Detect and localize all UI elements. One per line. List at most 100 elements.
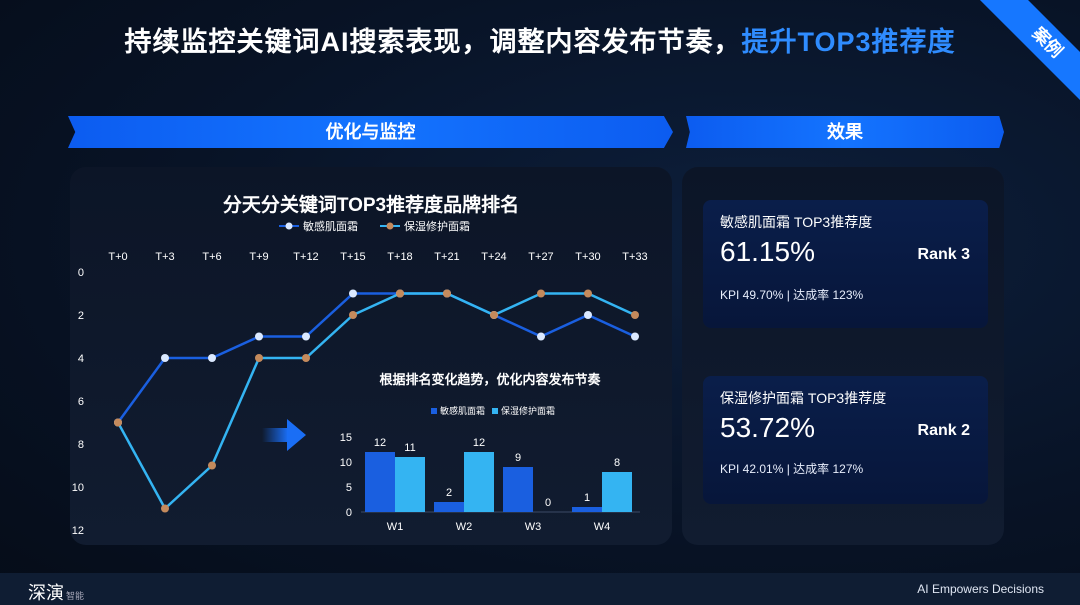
series-line-moisture: [116, 292, 636, 511]
result-percent: 61.15%: [720, 236, 815, 267]
bar-legend-label-sensitive: 敏感肌面霜: [440, 405, 485, 416]
bar-y-tick-label: 10: [340, 457, 352, 469]
bar-y-tick-label: 5: [346, 482, 352, 494]
x-tick-label: T+27: [528, 251, 553, 263]
bar-value-label: 8: [614, 457, 620, 469]
right-banner-label: 效果: [827, 122, 863, 142]
legend-label-sensitive: 敏感肌面霜: [303, 219, 358, 233]
bar-x-tick-label: W2: [456, 521, 473, 533]
brand-logo-sub: 智能: [66, 591, 85, 601]
x-tick-label: T+21: [434, 251, 459, 263]
result-percent: 53.72%: [720, 412, 815, 443]
legend-label-moisture: 保湿修护面霜: [404, 219, 470, 233]
data-point: [490, 311, 498, 319]
bar-chart-title: 根据排名变化趋势，优化内容发布节奏: [379, 372, 601, 387]
bar: [395, 457, 425, 512]
x-tick-label: T+3: [155, 251, 174, 263]
result-name: 保湿修护面霜 TOP3推荐度: [720, 390, 887, 406]
bar: [503, 467, 533, 512]
bar-legend-label-moisture: 保湿修护面霜: [501, 405, 555, 416]
data-point: [537, 332, 545, 341]
page-title-highlight: 提升TOP3推荐度: [741, 27, 956, 57]
x-tick-label: T+18: [387, 251, 412, 263]
bar-x-tick-label: W3: [525, 521, 542, 533]
data-point: [161, 354, 169, 362]
bar-chart-legend: 敏感肌面霜 保湿修护面霜: [431, 405, 555, 416]
data-point: [349, 289, 357, 298]
bar: [602, 472, 632, 512]
left-banner-label: 优化与监控: [325, 122, 416, 142]
arrow-right-icon: [262, 419, 306, 451]
bar-legend-swatch-moisture: [492, 408, 498, 414]
result-kpi: KPI 49.70% | 达成率 123%: [720, 288, 864, 302]
bar: [572, 507, 602, 512]
y-tick-label: 10: [72, 482, 84, 494]
data-point: [255, 354, 263, 362]
x-tick-label: T+12: [293, 251, 318, 263]
legend-marker-moisture: [386, 222, 394, 230]
result-rank: Rank 2: [917, 422, 970, 439]
bar-value-label: 12: [374, 437, 386, 449]
bar: [365, 452, 395, 512]
page-title: 持续监控关键词AI搜索表现，调整内容发布节奏，提升TOP3推荐度: [0, 20, 1080, 59]
result-rank: Rank 3: [917, 246, 970, 263]
x-tick-label: T+30: [575, 251, 600, 263]
x-tick-label: T+15: [340, 251, 365, 263]
data-point: [584, 289, 592, 298]
footer: 深演 智能 AI Empowers Decisions: [0, 573, 1080, 605]
left-section-banner: 优化与监控: [68, 116, 673, 148]
data-point: [302, 332, 310, 341]
data-point: [255, 332, 263, 341]
y-tick-label: 12: [72, 525, 84, 537]
bar: [434, 502, 464, 512]
data-point: [302, 354, 310, 362]
data-point: [443, 289, 451, 298]
bar: [464, 452, 494, 512]
bar-value-label: 0: [545, 497, 551, 509]
bar-value-label: 12: [473, 437, 485, 449]
data-point: [208, 461, 216, 470]
right-section-banner: 效果: [686, 116, 1004, 148]
data-point: [114, 418, 122, 427]
data-point: [537, 289, 545, 298]
bar-x-tick-label: W4: [594, 521, 611, 533]
brand-logo-text: 深演: [28, 583, 64, 603]
bar-value-label: 11: [404, 442, 415, 454]
bar-value-label: 2: [446, 487, 452, 499]
data-point: [349, 311, 357, 319]
x-tick-label: T+0: [108, 251, 127, 263]
bar-value-label: 1: [584, 492, 590, 504]
bar-x-tick-label: W1: [387, 521, 404, 533]
series-line-sensitive: [116, 292, 636, 424]
data-point: [161, 504, 169, 513]
x-tick-label: T+24: [481, 251, 506, 263]
data-point: [584, 311, 592, 319]
line-chart: T+0 T+3 T+6 T+9 T+12 T+15 T+18 T+21 T+24 T+27 T+30…: [72, 251, 648, 537]
x-tick-label: T+33: [622, 251, 647, 263]
bar-y-tick-label: 15: [340, 432, 352, 444]
result-name: 敏感肌面霜 TOP3推荐度: [720, 214, 873, 230]
bar-y-tick-label: 0: [346, 507, 352, 519]
brand-logo: 深演 智能: [28, 579, 84, 605]
x-tick-label: T+9: [249, 251, 268, 263]
legend-marker-sensitive: [285, 222, 293, 230]
bar-value-label: 9: [515, 452, 521, 464]
data-point: [631, 332, 639, 341]
x-tick-label: T+6: [202, 251, 221, 263]
y-tick-label: 2: [78, 310, 84, 322]
result-card-sensitive: 敏感肌面霜 TOP3推荐度 61.15% Rank 3 KPI 49.70% |…: [703, 200, 988, 328]
result-card-moisture: 保湿修护面霜 TOP3推荐度 53.72% Rank 2 KPI 42.01% …: [703, 376, 988, 504]
page-title-main: 持续监控关键词AI搜索表现，调整内容发布节奏，: [124, 27, 742, 57]
y-tick-label: 8: [78, 439, 84, 451]
data-point: [631, 311, 639, 319]
line-chart-title: 分天分关键词TOP3推荐度品牌排名: [223, 193, 519, 216]
footer-tagline: AI Empowers Decisions: [917, 582, 1044, 596]
data-point: [396, 289, 404, 298]
y-tick-label: 0: [78, 267, 84, 279]
y-tick-label: 4: [78, 353, 84, 365]
result-kpi: KPI 42.01% | 达成率 127%: [720, 462, 864, 476]
bar-legend-swatch-sensitive: [431, 408, 437, 414]
y-tick-label: 6: [78, 396, 84, 408]
